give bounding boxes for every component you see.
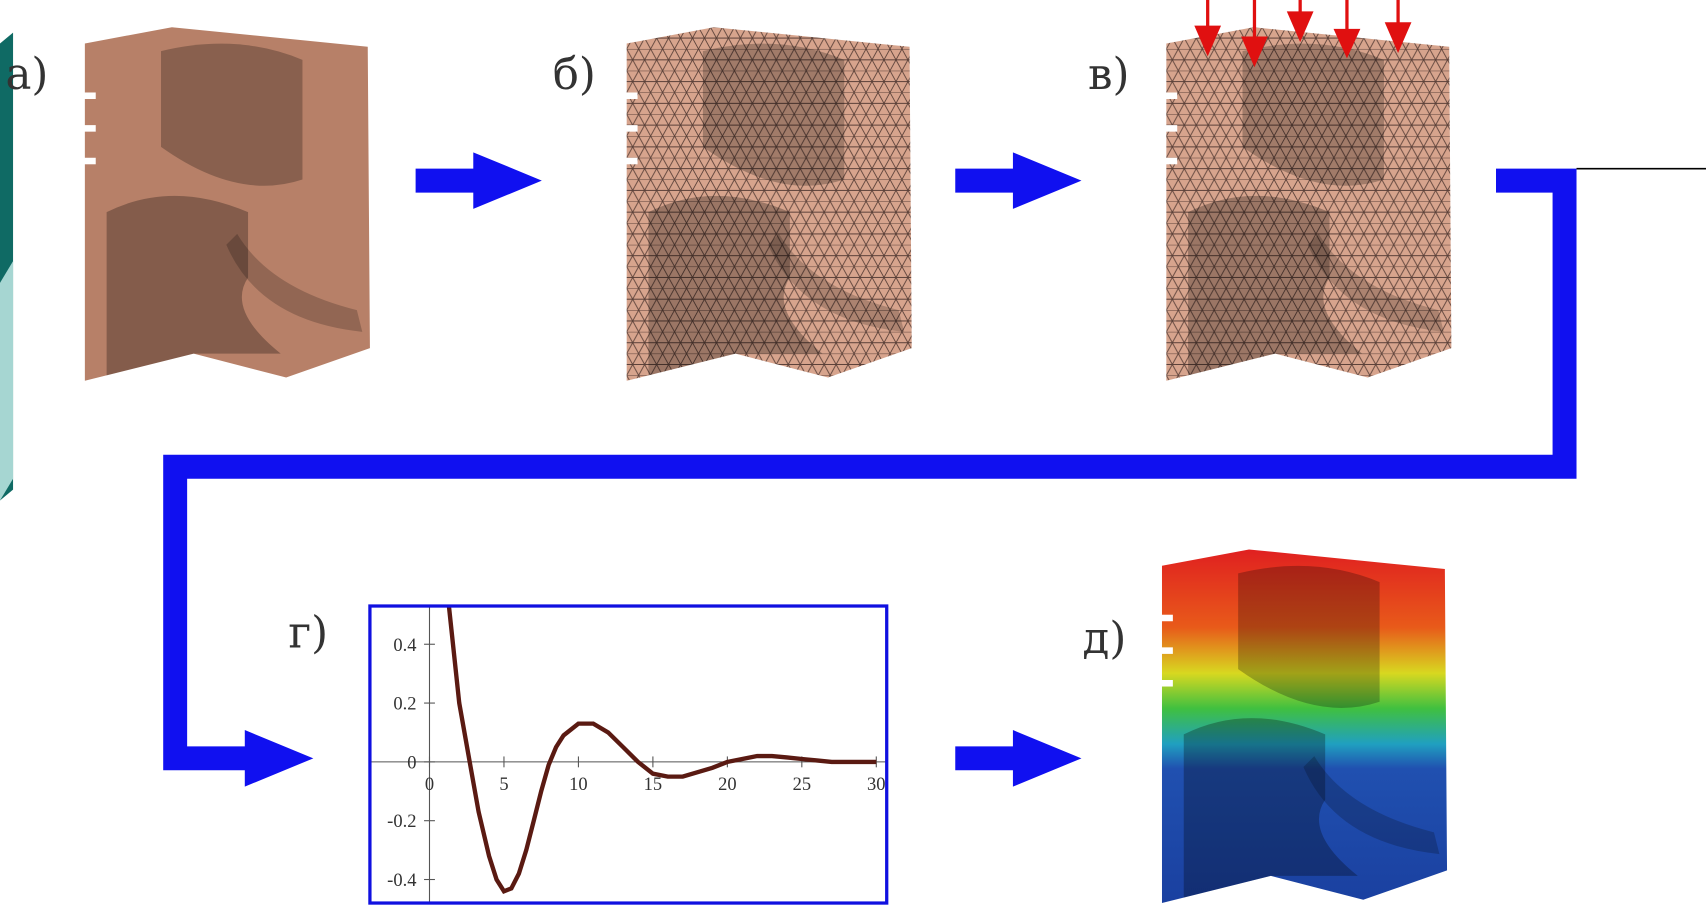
x-tick-label: 30 — [867, 774, 885, 794]
diagram: а) б) в) г) д) 051015202530-0.4-0.200.20… — [0, 0, 1706, 921]
x-tick-label: 0 — [425, 774, 434, 794]
x-tick-label: 20 — [718, 774, 736, 794]
sidebar — [0, 261, 13, 500]
x-tick-label: 10 — [569, 774, 587, 794]
y-tick-label: 0.4 — [393, 635, 416, 655]
panel-label: б) — [553, 50, 596, 100]
curve — [449, 606, 876, 891]
x-tick-label: 5 — [499, 774, 508, 794]
panel-label: в) — [1088, 50, 1129, 100]
piston-model — [83, 27, 370, 381]
y-tick-label: -0.4 — [387, 870, 416, 890]
panel-label: г) — [288, 608, 328, 658]
chart: 0 5 10 15 20 25 30 -0.4 -0.2 0 0.2 0.4 — [370, 606, 887, 903]
panel-label: а) — [5, 50, 48, 100]
x-tick-label: 25 — [793, 774, 811, 794]
y-tick-label: -0.2 — [387, 811, 416, 831]
y-tick-label: 0.2 — [393, 694, 416, 714]
piston-mesh — [625, 27, 912, 381]
y-tick-label: 0 — [407, 752, 416, 772]
panel-label: д) — [1083, 614, 1127, 664]
piston-loaded — [1164, 27, 1451, 381]
x-tick-label: 15 — [644, 774, 662, 794]
piston-result — [1160, 549, 1447, 903]
